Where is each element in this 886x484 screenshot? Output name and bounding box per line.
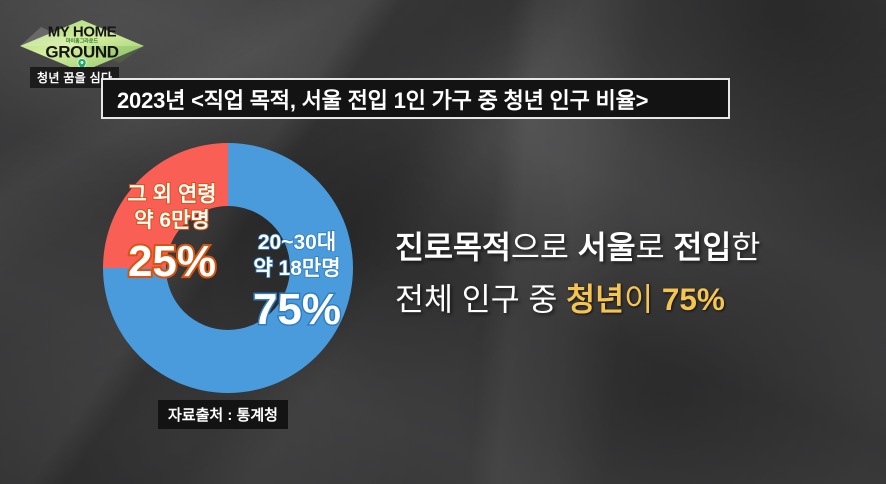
- svg-text:마이홈그라운드: 마이홈그라운드: [66, 38, 99, 45]
